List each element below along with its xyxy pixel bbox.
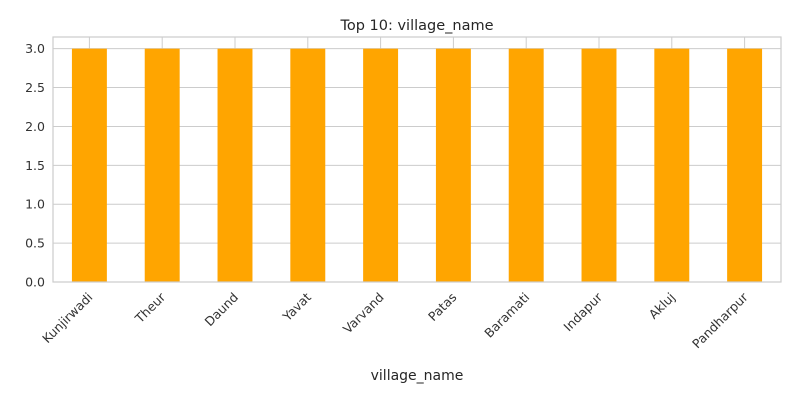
x-tick-label: Varvand (340, 290, 387, 337)
bar-theur (144, 48, 180, 282)
bar-daund (217, 48, 253, 282)
y-tick-label: 0.0 (25, 275, 45, 290)
x-tick-label: Patas (425, 290, 459, 324)
bar-varvand (363, 48, 399, 282)
chart-title: Top 10: village_name (339, 18, 493, 34)
bar-akluj (654, 48, 690, 282)
x-tick-label: Theur (131, 289, 169, 327)
y-tick-label: 1.5 (25, 158, 45, 173)
bar-yavat (290, 48, 326, 282)
bars (71, 48, 763, 282)
y-tick-label: 1.0 (25, 197, 45, 212)
x-tick-label: Yavat (279, 289, 314, 324)
x-tick-label: Indapur (560, 289, 605, 334)
x-tick-label: Baramati (481, 290, 532, 341)
bar-kunjirwadi (71, 48, 107, 282)
x-tick-label: Pandharpur (689, 289, 751, 351)
bar-pandharpur (727, 48, 763, 282)
x-tick-labels: Kunjirwadi Theur Daund Yavat Varvand Patas Bar… (39, 289, 751, 351)
x-axis-label: village_name (371, 368, 464, 384)
x-tick-label: Daund (201, 290, 241, 330)
y-tick-labels: 0.0 0.5 1.0 1.5 2.0 2.5 3.0 (25, 41, 45, 289)
y-tick-label: 3.0 (25, 41, 45, 56)
bar-patas (435, 48, 471, 282)
bar-baramati (508, 48, 544, 282)
y-tick-label: 0.5 (25, 236, 45, 251)
x-tick-label: Kunjirwadi (39, 290, 95, 346)
x-tick-label: Akluj (646, 290, 678, 322)
y-tick-label: 2.5 (25, 80, 45, 95)
y-tick-label: 2.0 (25, 119, 45, 134)
bar-indapur (581, 48, 617, 282)
plot-frame (52, 36, 782, 283)
